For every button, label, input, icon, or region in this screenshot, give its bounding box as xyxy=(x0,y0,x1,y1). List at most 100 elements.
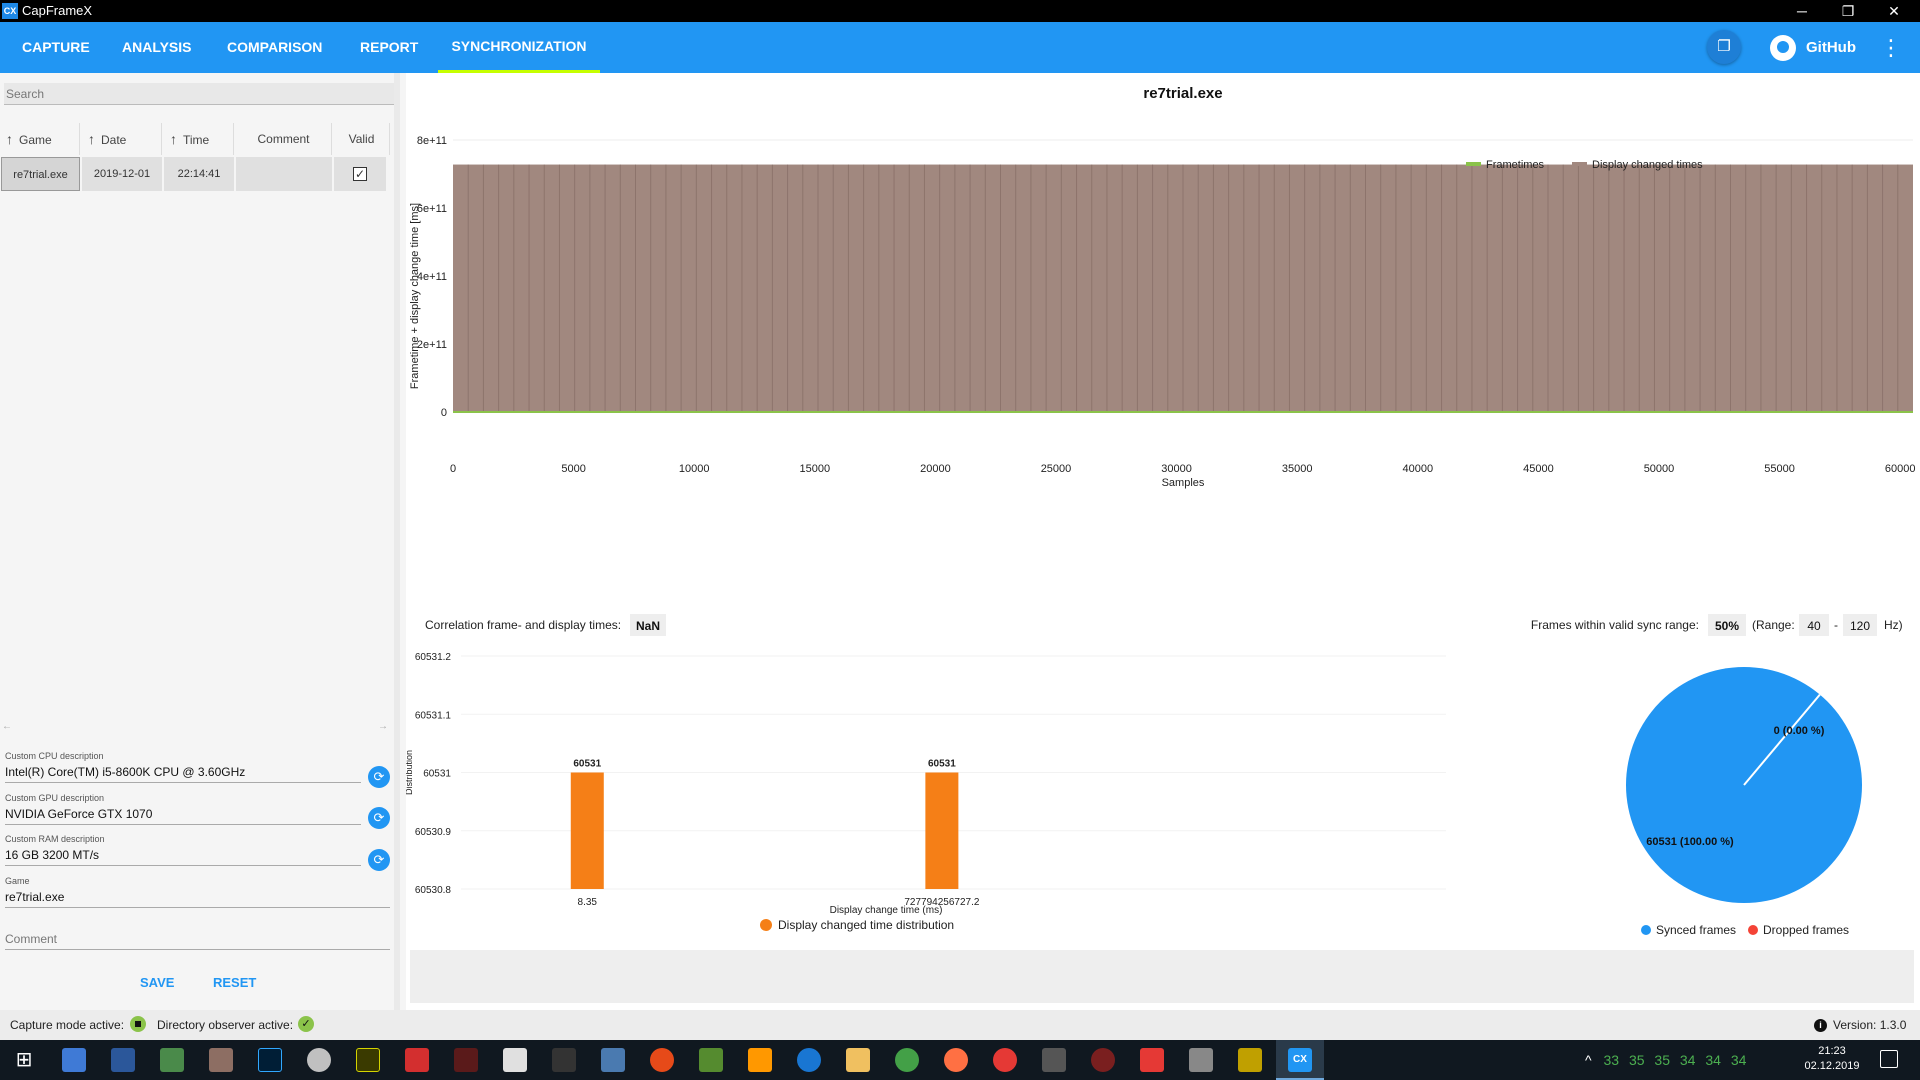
photoshop-icon[interactable] xyxy=(258,1048,282,1072)
game-field[interactable]: re7trial.exe xyxy=(5,890,390,908)
cell-valid[interactable]: ✓ xyxy=(334,157,386,191)
rss-icon[interactable] xyxy=(748,1048,772,1072)
cell-game[interactable]: re7trial.exe xyxy=(1,157,80,191)
refresh-ram-icon[interactable]: ⟳ xyxy=(368,849,390,871)
app-icon[interactable] xyxy=(454,1048,478,1072)
tray-temp: 35 xyxy=(1628,1052,1645,1068)
explorer-icon[interactable] xyxy=(160,1048,184,1072)
app-icon[interactable] xyxy=(209,1048,233,1072)
word-icon[interactable] xyxy=(111,1048,135,1072)
histogram-x-label: Display change time (ms) xyxy=(830,905,943,916)
start-icon[interactable]: ⊞ xyxy=(15,1049,33,1071)
tab-capture[interactable]: CAPTURE xyxy=(22,39,90,55)
gpu-description-label: Custom GPU description xyxy=(5,793,105,803)
valid-checkbox[interactable]: ✓ xyxy=(353,167,367,182)
outlook-icon[interactable] xyxy=(62,1048,86,1072)
range-max-value: 120 xyxy=(1850,619,1870,633)
app-icon[interactable] xyxy=(307,1048,331,1072)
opera-icon[interactable] xyxy=(993,1048,1017,1072)
x-tick-label: 55000 xyxy=(1764,463,1795,475)
notifications-icon[interactable] xyxy=(1880,1050,1898,1068)
info-window-button[interactable]: ❐ xyxy=(1707,30,1741,64)
cell-date[interactable]: 2019-12-01 xyxy=(82,157,162,191)
cell-time[interactable]: 22:14:41 xyxy=(164,157,234,191)
legend-frametimes-label: Frametimes xyxy=(1486,159,1545,171)
gpu-description-field[interactable]: NVIDIA GeForce GTX 1070 xyxy=(5,807,361,825)
edge-icon[interactable] xyxy=(797,1048,821,1072)
cpuz-icon[interactable] xyxy=(552,1048,576,1072)
main-nav: CAPTURE ANALYSIS COMPARISON REPORT SYNCH… xyxy=(0,22,1920,73)
directory-observer-label: Directory observer active: xyxy=(157,1018,294,1032)
minimize-button[interactable]: ─ xyxy=(1797,3,1807,19)
capframex-taskbar-button[interactable] xyxy=(1276,1040,1324,1080)
tab-analysis[interactable]: ANALYSIS xyxy=(122,39,192,55)
app-icon[interactable] xyxy=(846,1048,870,1072)
y-tick-label: 0 xyxy=(441,407,447,419)
column-header-comment[interactable]: Comment xyxy=(236,123,332,155)
range-unit: Hz) xyxy=(1884,618,1903,632)
legend-display-changed-label: Display changed times xyxy=(1592,159,1703,171)
ram-description-field[interactable]: 16 GB 3200 MT/s xyxy=(5,848,361,866)
aida64-icon[interactable] xyxy=(405,1048,429,1072)
app-icon[interactable] xyxy=(1091,1048,1115,1072)
histogram-data-label: 60531 xyxy=(928,759,956,770)
firefox-icon[interactable] xyxy=(944,1048,968,1072)
capframex-icon[interactable]: CX xyxy=(1288,1048,1312,1072)
restore-button[interactable]: ❐ xyxy=(1841,3,1855,19)
github-label: GitHub xyxy=(1806,39,1856,56)
column-header-game[interactable]: ↑ Game xyxy=(0,123,80,155)
reset-button[interactable]: RESET xyxy=(213,975,257,990)
search-input[interactable] xyxy=(4,83,394,105)
app-icon[interactable] xyxy=(1140,1048,1164,1072)
scroll-left-icon[interactable]: ← xyxy=(2,721,12,732)
column-header-time[interactable]: ↑ Time xyxy=(164,123,234,155)
x-tick-label: 40000 xyxy=(1402,463,1433,475)
column-header-date[interactable]: ↑ Date xyxy=(82,123,162,155)
app-icon[interactable] xyxy=(699,1048,723,1072)
pie-label-synced: 60531 (100.00 %) xyxy=(1646,836,1734,848)
chart-title: re7trial.exe xyxy=(1143,85,1222,102)
info-icon[interactable]: i xyxy=(1814,1019,1827,1033)
x-tick-label: 25000 xyxy=(1041,463,1072,475)
cpu-description-field[interactable]: Intel(R) Core(TM) i5-8600K CPU @ 3.60GHz xyxy=(5,765,361,783)
refresh-gpu-icon[interactable]: ⟳ xyxy=(368,807,390,829)
column-header-valid[interactable]: Valid xyxy=(334,123,390,155)
x-tick-label: 35000 xyxy=(1282,463,1313,475)
correlation-value: NaN xyxy=(636,619,660,633)
scroll-right-icon[interactable]: → xyxy=(378,721,388,732)
y-axis-label: Frametime + display change time [ms] xyxy=(409,203,421,389)
table-horizontal-scrollbar[interactable]: ← → xyxy=(2,721,392,735)
sort-arrow-icon: ↑ xyxy=(6,131,13,147)
directory-observer-check-icon: ✓ xyxy=(298,1016,314,1032)
app-icon[interactable] xyxy=(1189,1048,1213,1072)
tray-caret-icon[interactable]: ^ xyxy=(1585,1052,1592,1068)
tab-synchronization[interactable]: SYNCHRONIZATION xyxy=(438,22,600,73)
app-icon[interactable] xyxy=(1042,1048,1066,1072)
more-options-icon[interactable]: ⋮ xyxy=(1880,35,1902,60)
comment-field[interactable]: Comment xyxy=(5,932,390,950)
chrome-icon[interactable] xyxy=(895,1048,919,1072)
calculator-icon[interactable] xyxy=(601,1048,625,1072)
tray-temp: 33 xyxy=(1603,1052,1620,1068)
histogram-y-tick: 60531 xyxy=(423,769,451,780)
legend-dropped-swatch xyxy=(1748,925,1758,935)
media-player-icon[interactable] xyxy=(503,1048,527,1072)
save-button[interactable]: SAVE xyxy=(140,975,175,990)
synchronization-panel: re7trial.exe 0 2e+11 4e+11 6e+11 8e+11 0 5000 10… xyxy=(406,73,1920,1010)
x-axis-label: Samples xyxy=(1162,477,1205,489)
cell-comment[interactable] xyxy=(236,157,332,191)
legend-dropped-label: Dropped frames xyxy=(1763,923,1849,937)
close-button[interactable]: ✕ xyxy=(1888,3,1900,19)
gpuz-icon[interactable] xyxy=(1238,1048,1262,1072)
tab-report[interactable]: REPORT xyxy=(360,39,419,55)
app-icon[interactable] xyxy=(650,1048,674,1072)
refresh-cpu-icon[interactable]: ⟳ xyxy=(368,766,390,788)
tab-comparison[interactable]: COMPARISON xyxy=(227,39,323,55)
histogram-y-tick: 60531.2 xyxy=(415,652,452,663)
github-link[interactable]: GitHub xyxy=(1770,22,1856,73)
histogram-y-tick: 60530.8 xyxy=(415,885,452,896)
taskbar-clock[interactable]: 21:23 02.12.2019 xyxy=(1802,1044,1862,1074)
charts-canvas: re7trial.exe 0 2e+11 4e+11 6e+11 8e+11 0 5000 10… xyxy=(406,85,1915,937)
histogram-y-tick: 60531.1 xyxy=(415,710,452,721)
fireworks-icon[interactable] xyxy=(356,1048,380,1072)
